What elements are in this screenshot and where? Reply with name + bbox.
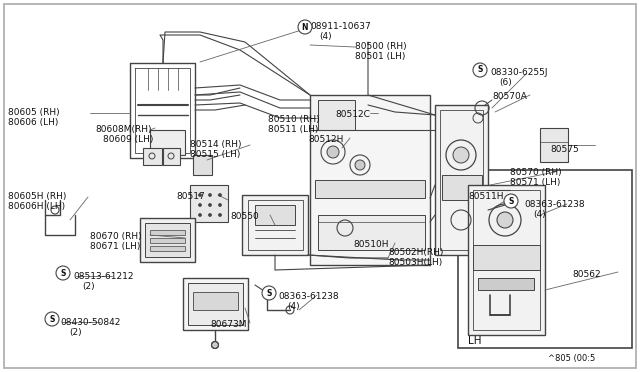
Bar [318, 100, 355, 130]
Text: 80501 (LH): 80501 (LH) [355, 52, 405, 61]
Text: (4): (4) [319, 32, 332, 41]
Circle shape [198, 214, 202, 217]
Text: S: S [49, 314, 54, 324]
Text: 80606 (LH): 80606 (LH) [8, 118, 58, 127]
Circle shape [473, 63, 487, 77]
Bar [473, 245, 540, 270]
Text: 80550: 80550 [230, 212, 259, 221]
Bar [468, 185, 545, 335]
Circle shape [218, 203, 221, 206]
Text: 80670 (RH): 80670 (RH) [90, 232, 141, 241]
Circle shape [298, 20, 312, 34]
Text: N: N [301, 22, 308, 32]
Circle shape [209, 193, 211, 196]
Circle shape [355, 160, 365, 170]
Bar [150, 238, 185, 243]
Text: 80517: 80517 [176, 192, 205, 201]
Text: 80673M: 80673M [210, 320, 246, 329]
Text: 08363-61238: 08363-61238 [278, 292, 339, 301]
Bar [183, 278, 248, 330]
Circle shape [45, 312, 59, 326]
Text: 80514 (RH): 80514 (RH) [190, 140, 241, 149]
Text: 80608M(RH): 80608M(RH) [95, 125, 152, 134]
Text: (4): (4) [287, 302, 300, 311]
Circle shape [209, 203, 211, 206]
Text: 80605 (RH): 80605 (RH) [8, 108, 60, 117]
Text: 80510H: 80510H [353, 240, 388, 249]
Text: 08363-61238: 08363-61238 [524, 200, 584, 209]
Bar [473, 190, 540, 330]
Text: S: S [60, 269, 66, 278]
Text: 80503H(LH): 80503H(LH) [388, 258, 442, 267]
Text: 80671 (LH): 80671 (LH) [90, 242, 140, 251]
Bar [318, 215, 425, 250]
Circle shape [327, 146, 339, 158]
Text: 80570A: 80570A [492, 92, 527, 101]
Bar [145, 223, 190, 257]
Bar [435, 105, 488, 255]
Circle shape [209, 214, 211, 217]
Circle shape [262, 286, 276, 300]
Text: 80609 (LH): 80609 (LH) [103, 135, 154, 144]
Text: (6): (6) [499, 78, 512, 87]
Bar [248, 200, 303, 250]
Bar [442, 175, 482, 200]
Text: LH: LH [468, 336, 481, 346]
Circle shape [218, 214, 221, 217]
Bar [163, 148, 180, 165]
Circle shape [198, 193, 202, 196]
Text: 08430-50842: 08430-50842 [60, 318, 120, 327]
Text: S: S [508, 196, 514, 205]
Circle shape [211, 341, 218, 349]
Text: 80512H: 80512H [308, 135, 344, 144]
Bar [188, 283, 243, 325]
Circle shape [218, 193, 221, 196]
Bar [143, 148, 162, 165]
Bar [310, 95, 430, 265]
Bar [190, 185, 228, 222]
Bar [193, 155, 212, 175]
Text: S: S [266, 289, 272, 298]
Text: ^805 (00:5: ^805 (00:5 [548, 354, 595, 363]
Bar [150, 230, 185, 235]
Bar [150, 130, 185, 155]
Circle shape [198, 203, 202, 206]
Bar [255, 205, 295, 225]
Text: (2): (2) [82, 282, 95, 291]
Circle shape [453, 147, 469, 163]
Text: 80562: 80562 [572, 270, 600, 279]
Bar [150, 246, 185, 251]
Bar [540, 128, 568, 162]
Circle shape [497, 212, 513, 228]
Text: S: S [477, 65, 483, 74]
Bar [193, 292, 238, 310]
Bar [140, 218, 195, 262]
Text: 80606H (LH): 80606H (LH) [8, 202, 65, 211]
Text: 80502H(RH): 80502H(RH) [388, 248, 444, 257]
Text: 80571 (LH): 80571 (LH) [510, 178, 561, 187]
Text: 80510 (RH): 80510 (RH) [268, 115, 319, 124]
Text: 80512C: 80512C [335, 110, 370, 119]
Text: 80570 (RH): 80570 (RH) [510, 168, 562, 177]
Text: 80511H: 80511H [468, 192, 504, 201]
Text: 80605H (RH): 80605H (RH) [8, 192, 67, 201]
Bar [478, 278, 534, 290]
Bar [440, 110, 483, 250]
Circle shape [504, 194, 518, 208]
Text: (4): (4) [533, 210, 546, 219]
Text: 80500 (RH): 80500 (RH) [355, 42, 406, 51]
Circle shape [56, 266, 70, 280]
Text: 08513-61212: 08513-61212 [73, 272, 134, 281]
Text: 80575: 80575 [550, 145, 579, 154]
Bar [242, 195, 308, 255]
Text: 08330-6255J: 08330-6255J [490, 68, 547, 77]
Text: (2): (2) [69, 328, 82, 337]
Text: 80515 (LH): 80515 (LH) [190, 150, 241, 159]
Bar [315, 180, 425, 198]
Bar [458, 170, 632, 348]
Text: 80511 (LH): 80511 (LH) [268, 125, 318, 134]
Text: 08911-10637: 08911-10637 [310, 22, 371, 31]
